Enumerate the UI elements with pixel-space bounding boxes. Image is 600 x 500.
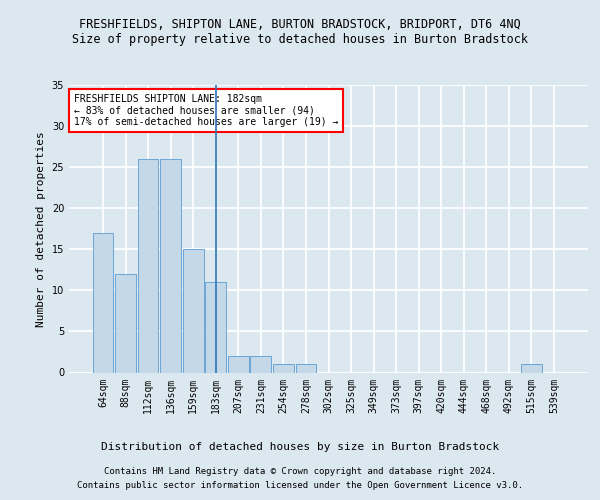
Text: Size of property relative to detached houses in Burton Bradstock: Size of property relative to detached ho… [72, 32, 528, 46]
Text: Contains public sector information licensed under the Open Government Licence v3: Contains public sector information licen… [77, 481, 523, 490]
Text: FRESHFIELDS SHIPTON LANE: 182sqm
← 83% of detached houses are smaller (94)
17% o: FRESHFIELDS SHIPTON LANE: 182sqm ← 83% o… [74, 94, 338, 127]
Text: FRESHFIELDS, SHIPTON LANE, BURTON BRADSTOCK, BRIDPORT, DT6 4NQ: FRESHFIELDS, SHIPTON LANE, BURTON BRADST… [79, 18, 521, 30]
Bar [160, 159, 181, 372]
Bar [205, 282, 226, 372]
Text: Distribution of detached houses by size in Burton Bradstock: Distribution of detached houses by size … [101, 442, 499, 452]
Bar [296, 364, 316, 372]
Bar [228, 356, 248, 372]
Bar [273, 364, 294, 372]
Bar [115, 274, 136, 372]
Text: Contains HM Land Registry data © Crown copyright and database right 2024.: Contains HM Land Registry data © Crown c… [104, 468, 496, 476]
Bar [521, 364, 542, 372]
Y-axis label: Number of detached properties: Number of detached properties [36, 131, 46, 326]
Bar [92, 233, 113, 372]
Bar [137, 159, 158, 372]
Bar [183, 250, 203, 372]
Bar [250, 356, 271, 372]
